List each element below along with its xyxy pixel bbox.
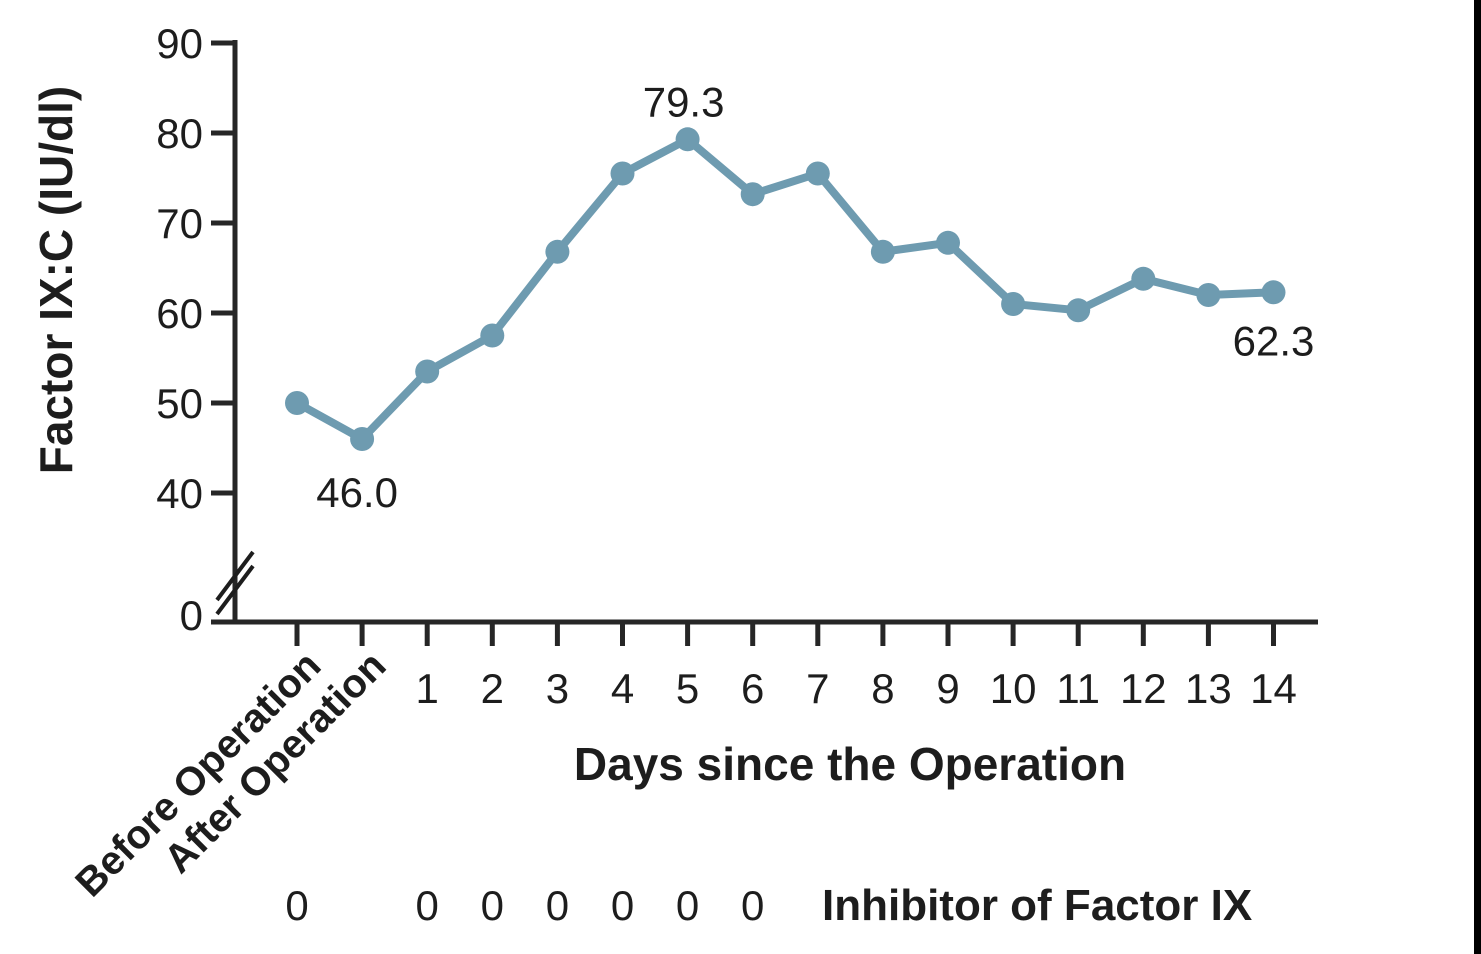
x-tick-label: 13: [1185, 665, 1232, 712]
x-tick-label: 8: [871, 665, 894, 712]
point-value-label: 79.3: [643, 78, 725, 125]
data-point: [1001, 292, 1026, 316]
point-value-label: 46.0: [316, 469, 398, 516]
y-tick-label: 50: [156, 380, 203, 427]
data-point: [1196, 283, 1221, 307]
data-point: [285, 391, 309, 415]
data-point: [870, 239, 895, 264]
x-tick-label: 3: [546, 665, 569, 712]
data-point: [1066, 298, 1091, 323]
inhibitor-zero: 0: [676, 882, 699, 929]
x-tick-label: 12: [1120, 665, 1167, 712]
x-tick-label: 14: [1250, 665, 1297, 712]
data-line: [293, 135, 1278, 443]
x-tick-label: 7: [806, 665, 829, 712]
data-point: [415, 359, 440, 384]
axis-break-icon: [215, 550, 255, 602]
x-tick-label: 2: [481, 665, 504, 712]
data-point: [350, 427, 375, 451]
x-tick-label: 6: [741, 665, 764, 712]
x-tick-label: 10: [990, 665, 1037, 712]
inhibitor-zero: 0: [481, 882, 504, 929]
data-point: [675, 127, 700, 152]
data-point: [1261, 280, 1286, 305]
y-axis-title: Factor IX:C (IU/dl): [30, 86, 82, 474]
y-zero-label: 0: [180, 592, 203, 639]
data-point: [610, 161, 635, 186]
inhibitor-zero: 0: [546, 882, 569, 929]
inhibitor-zero: 0: [741, 882, 764, 929]
inhibitor-row-label: Inhibitor of Factor IX: [822, 881, 1252, 930]
y-tick-label: 70: [156, 200, 203, 247]
page-edge-bar: [1474, 0, 1481, 954]
y-tick-label: 40: [156, 470, 203, 517]
data-point: [545, 239, 570, 264]
x-tick-label: 1: [416, 665, 439, 712]
x-axis-title: Days since the Operation: [574, 738, 1126, 790]
y-tick-label: 60: [156, 290, 203, 337]
inhibitor-zero: 0: [285, 882, 308, 929]
x-tick-label: 9: [936, 665, 959, 712]
data-point: [480, 323, 505, 348]
data-point: [1131, 266, 1156, 291]
y-tick-label: 90: [156, 20, 203, 67]
y-tick-label: 80: [156, 110, 203, 157]
point-labels: 46.0 79.3 62.3: [316, 78, 1314, 516]
point-value-label: 62.3: [1233, 317, 1315, 364]
data-point: [805, 161, 830, 186]
line-series: [285, 127, 1286, 451]
data-point: [936, 230, 960, 255]
axis-break-icon: [215, 564, 255, 616]
x-tick-label: 5: [676, 665, 699, 712]
x-tick-label: 4: [611, 665, 634, 712]
x-tick-label: 11: [1056, 665, 1100, 712]
inhibitor-zero: 0: [611, 882, 634, 929]
inhibitor-zero: 0: [416, 882, 439, 929]
data-point: [740, 182, 765, 207]
